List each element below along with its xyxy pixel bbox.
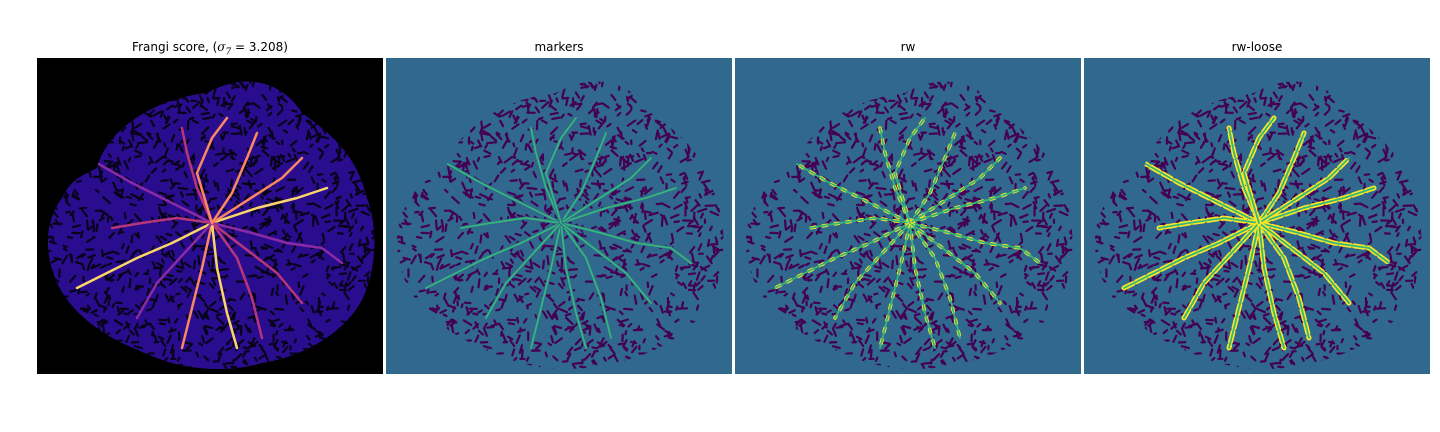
title-sub: 7 bbox=[225, 47, 232, 58]
vessel bbox=[1258, 222, 1285, 349]
vessel bbox=[210, 221, 304, 305]
panel-title-rw-loose: rw-loose bbox=[1231, 40, 1283, 54]
vessel bbox=[879, 222, 911, 349]
vessel bbox=[560, 222, 612, 339]
rw-image bbox=[735, 58, 1081, 374]
vessel bbox=[210, 131, 259, 225]
vessel bbox=[560, 222, 652, 304]
markers-image bbox=[386, 58, 732, 374]
vessel bbox=[195, 116, 229, 225]
title-sigma: σ bbox=[217, 40, 226, 54]
vessel bbox=[834, 222, 911, 319]
vessel bbox=[530, 222, 562, 349]
vessel bbox=[530, 127, 562, 224]
vessel bbox=[560, 222, 587, 349]
vessel bbox=[110, 216, 214, 230]
vessel bbox=[560, 132, 607, 224]
vessel bbox=[909, 222, 961, 339]
vessel bbox=[1258, 157, 1350, 224]
title-suffix: = 3.208) bbox=[231, 40, 288, 54]
vessel bbox=[210, 156, 304, 225]
vessel bbox=[879, 127, 911, 224]
rw-loose-image bbox=[1084, 58, 1430, 374]
vessel bbox=[1158, 217, 1260, 229]
vessel bbox=[774, 222, 911, 289]
frangi-image bbox=[37, 58, 383, 374]
vessel bbox=[1183, 222, 1260, 319]
vessel-network bbox=[773, 116, 1042, 350]
vessel-network bbox=[75, 116, 344, 350]
vessel bbox=[909, 187, 1026, 224]
vessel bbox=[1258, 222, 1390, 264]
vessel bbox=[445, 162, 562, 224]
panel-rw-loose bbox=[1084, 58, 1430, 374]
vessel bbox=[1258, 132, 1305, 224]
vessel bbox=[1228, 222, 1260, 349]
vessel bbox=[1143, 162, 1260, 224]
vessel bbox=[210, 221, 239, 350]
panel-frangi bbox=[37, 58, 383, 374]
vessel bbox=[425, 222, 562, 289]
vessel bbox=[485, 222, 562, 319]
title-math: σ7 bbox=[217, 40, 232, 58]
vessel bbox=[909, 132, 956, 224]
vessel bbox=[1123, 222, 1260, 289]
vessel bbox=[560, 157, 652, 224]
vessel bbox=[909, 222, 936, 349]
vessel bbox=[909, 222, 1041, 264]
vessel bbox=[210, 221, 344, 265]
vessel bbox=[180, 221, 214, 350]
vessel bbox=[1258, 222, 1310, 339]
vessel bbox=[809, 217, 911, 229]
panel-rw bbox=[735, 58, 1081, 374]
vessel bbox=[794, 162, 911, 224]
vessel bbox=[210, 221, 264, 340]
title-prefix: Frangi score, ( bbox=[132, 40, 218, 54]
vessel bbox=[545, 117, 577, 224]
vessel bbox=[560, 187, 677, 224]
vessel bbox=[95, 161, 214, 225]
vessel bbox=[909, 157, 1001, 224]
vessel bbox=[210, 186, 329, 225]
vessel-network bbox=[424, 116, 693, 350]
vessel bbox=[560, 222, 692, 264]
vessel bbox=[1243, 117, 1275, 224]
vessel bbox=[180, 126, 214, 225]
tissue-texture bbox=[1094, 81, 1422, 370]
vessel bbox=[1258, 187, 1375, 224]
vessel bbox=[909, 222, 1001, 304]
vessel bbox=[460, 217, 562, 229]
vessel bbox=[75, 221, 214, 290]
vessel bbox=[1258, 222, 1350, 304]
vessel bbox=[894, 117, 926, 224]
panel-title-markers: markers bbox=[534, 40, 584, 54]
panel-title-frangi: Frangi score, (σ7 = 3.208) bbox=[37, 40, 383, 57]
vessel bbox=[135, 221, 214, 320]
panel-title-rw: rw bbox=[900, 40, 916, 54]
panel-markers bbox=[386, 58, 732, 374]
vessel-network bbox=[1121, 115, 1392, 351]
